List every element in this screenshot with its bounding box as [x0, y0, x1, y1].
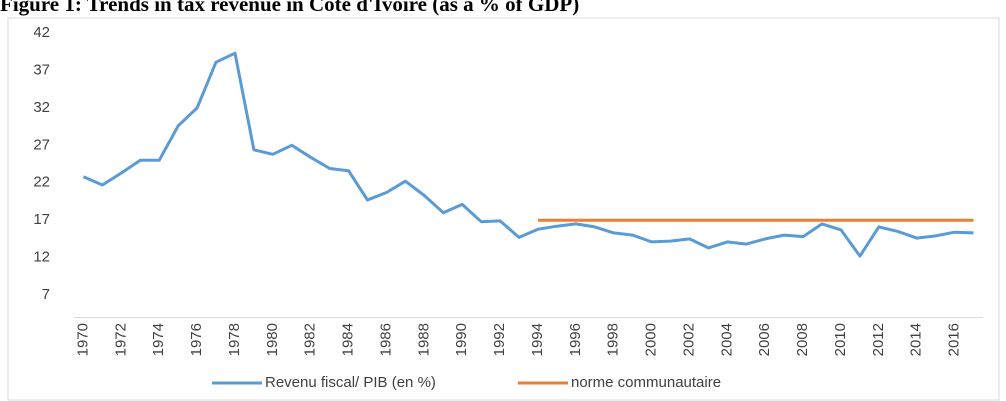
- y-tick-label: 22: [33, 174, 50, 191]
- chart-border: [7, 17, 1000, 401]
- y-tick-label: 7: [42, 286, 50, 303]
- x-tick-label: 1980: [264, 323, 281, 356]
- x-tick-label: 1974: [150, 323, 167, 356]
- x-tick-label: 2012: [870, 323, 887, 356]
- x-tick-label: 2006: [756, 323, 773, 356]
- y-tick-label: 37: [33, 61, 50, 78]
- x-tick-label: 1996: [567, 323, 584, 356]
- y-tick-label: 42: [33, 24, 50, 41]
- y-tick-label: 12: [33, 249, 50, 266]
- x-tick-label: 2004: [718, 323, 735, 356]
- chart-title: Figure 1: Trends in tax revenue in Côte …: [0, 0, 579, 16]
- x-tick-label: 2008: [794, 323, 811, 356]
- legend-label: norme communautaire: [571, 374, 721, 391]
- x-tick-label: 1994: [529, 323, 546, 356]
- x-tick-label: 1990: [453, 323, 470, 356]
- legend-label: Revenu fiscal/ PIB (en %): [265, 374, 436, 391]
- x-tick-label: 1984: [340, 323, 357, 356]
- x-tick-label: 2000: [643, 323, 660, 356]
- y-tick-label: 27: [33, 136, 50, 153]
- x-tick-label: 2002: [680, 323, 697, 356]
- y-tick-label: 32: [33, 99, 50, 116]
- x-tick-label: 1982: [302, 323, 319, 356]
- x-tick-label: 1998: [605, 323, 622, 356]
- x-tick-label: 1986: [377, 323, 394, 356]
- x-tick-label: 1972: [112, 323, 129, 356]
- x-tick-label: 2010: [832, 323, 849, 356]
- series-line: [82, 51, 974, 258]
- x-tick-label: 1978: [226, 323, 243, 356]
- x-tick-label: 2014: [908, 323, 925, 356]
- x-tick-label: 1988: [415, 323, 432, 356]
- x-tick-label: 1970: [74, 323, 91, 356]
- y-tick-label: 17: [33, 211, 50, 228]
- x-tick-label: 1992: [491, 323, 508, 356]
- x-tick-label: 1976: [188, 323, 205, 356]
- x-tick-label: 2016: [946, 323, 963, 356]
